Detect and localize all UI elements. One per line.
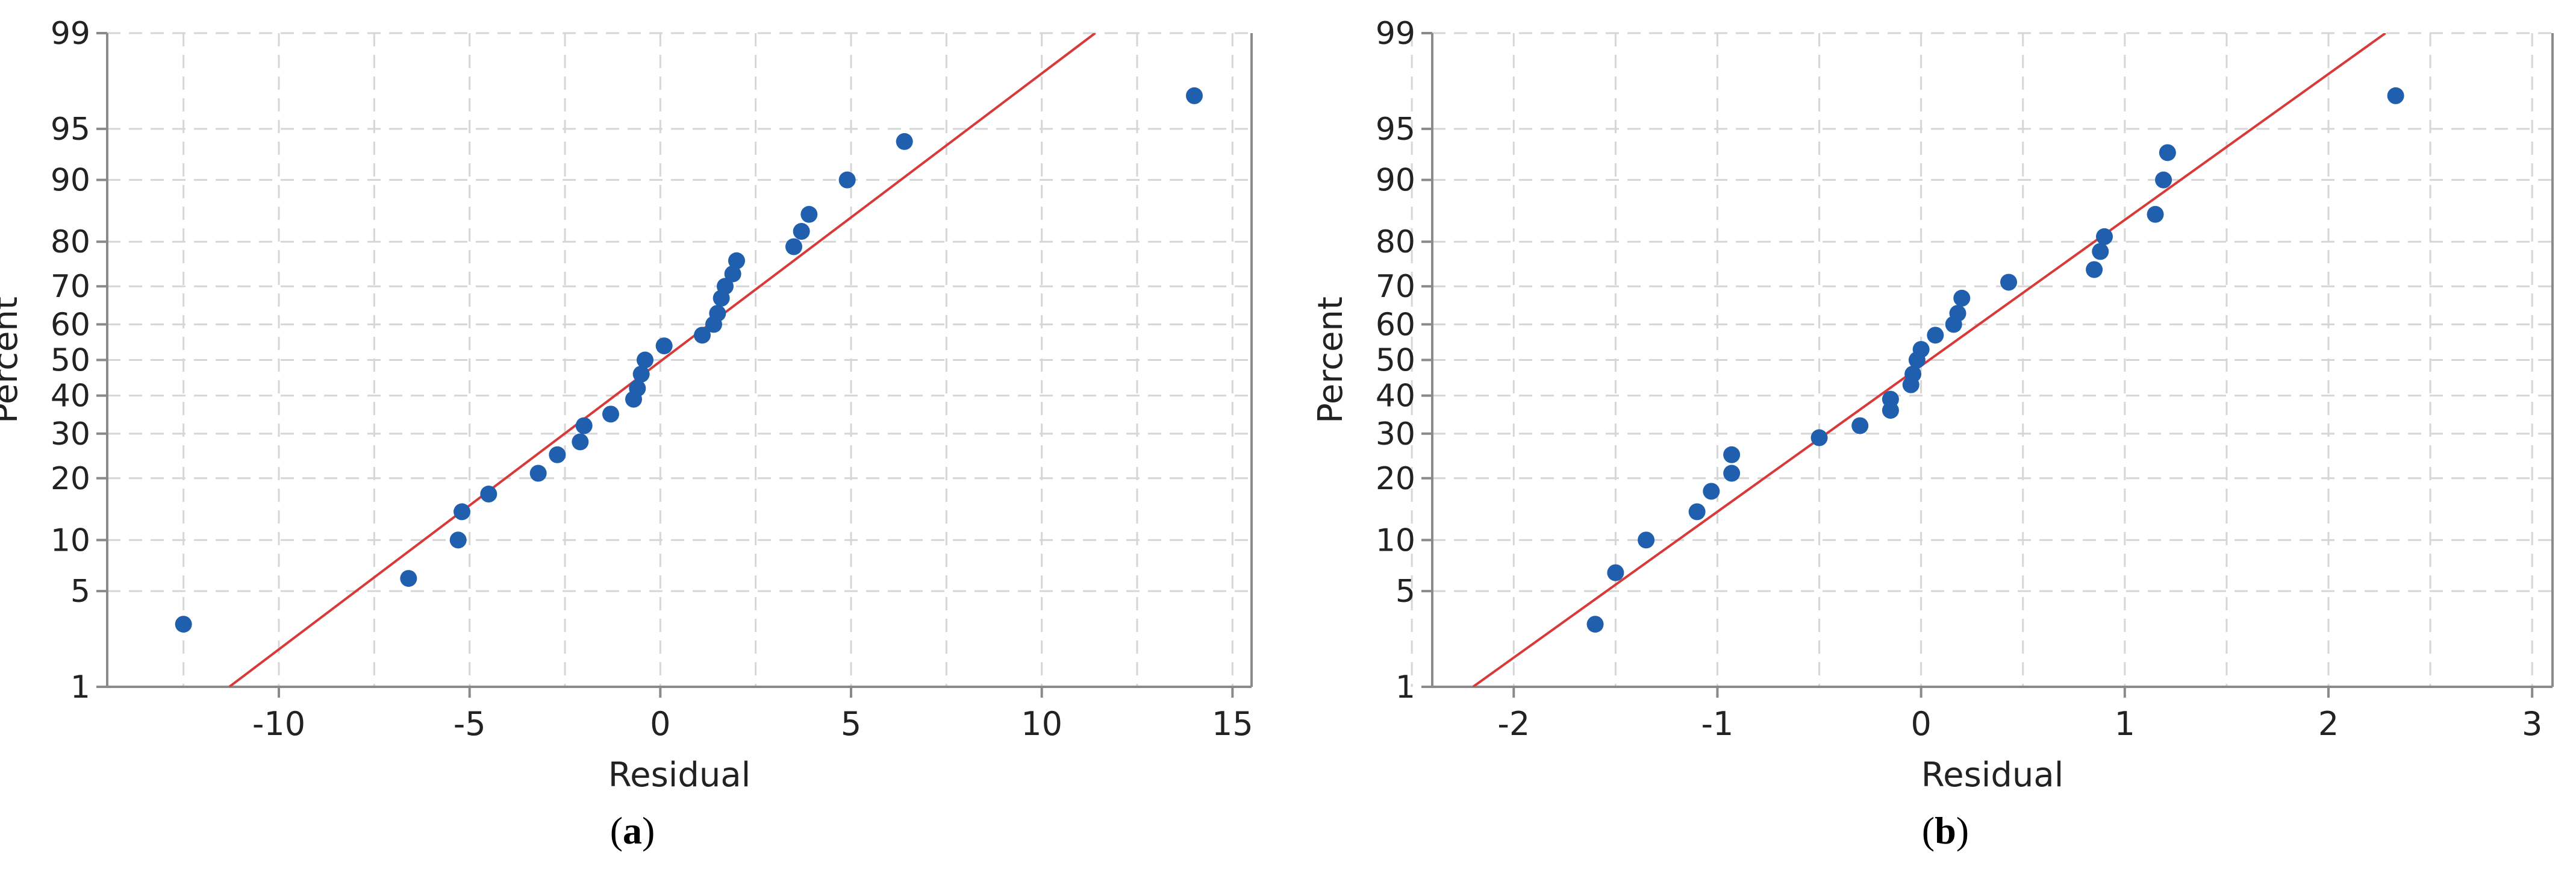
x-tick-label-1: -1 xyxy=(1701,705,1734,743)
data-point xyxy=(800,205,818,223)
data-point xyxy=(1851,417,1869,434)
x-tick-label-5: 3 xyxy=(2522,705,2542,743)
x-tick-label-2: 0 xyxy=(1910,705,1931,743)
caption-a: (a) xyxy=(610,809,655,852)
data-point xyxy=(602,405,619,423)
data-point xyxy=(1927,327,1944,344)
y-tick-label-11: 95 xyxy=(51,111,90,148)
data-point xyxy=(2000,274,2018,291)
y-tick-label-5: 40 xyxy=(1376,378,1415,415)
y-tick-label-2: 10 xyxy=(51,522,90,558)
data-point xyxy=(1953,289,1971,307)
data-point xyxy=(2147,205,2164,223)
data-point xyxy=(1949,305,1966,322)
data-point xyxy=(1810,429,1828,446)
x-axis-title: Residual xyxy=(608,756,751,795)
x-tick-label-3: 5 xyxy=(841,705,861,743)
y-tick-label-6: 50 xyxy=(1376,343,1415,379)
data-point xyxy=(1723,465,1741,482)
data-point xyxy=(1723,446,1741,463)
data-point xyxy=(1912,340,1930,358)
y-tick-label-3: 20 xyxy=(51,461,90,497)
y-tick-label-11: 95 xyxy=(1376,111,1415,148)
y-tick-label-12: 99 xyxy=(1376,16,1415,52)
data-point xyxy=(2096,228,2113,245)
y-tick-label-9: 80 xyxy=(51,224,90,260)
y-axis-title: Percent xyxy=(1311,296,1350,424)
x-axis-title: Residual xyxy=(1921,756,2064,795)
x-tick-label-4: 10 xyxy=(1021,705,1062,743)
data-point xyxy=(400,570,417,587)
data-point xyxy=(454,503,470,521)
x-tick-label-4: 2 xyxy=(2318,705,2339,743)
y-tick-label-8: 70 xyxy=(51,269,90,305)
data-point xyxy=(1688,503,1706,521)
data-point xyxy=(480,486,497,503)
data-point xyxy=(896,133,913,150)
data-point xyxy=(1607,564,1624,581)
data-point xyxy=(1703,483,1720,500)
data-point xyxy=(572,433,589,451)
y-tick-label-12: 99 xyxy=(51,16,90,52)
fit-line xyxy=(1472,33,2386,687)
y-tick-label-1: 5 xyxy=(70,574,90,610)
y-tick-label-4: 30 xyxy=(51,416,90,452)
data-point xyxy=(2387,87,2404,104)
data-point xyxy=(2086,261,2103,278)
data-point xyxy=(1586,616,1604,633)
data-point xyxy=(793,223,810,240)
x-tick-label-5: 15 xyxy=(1212,705,1253,743)
data-point xyxy=(2092,243,2109,260)
y-tick-label-8: 70 xyxy=(1376,269,1415,305)
data-point xyxy=(1882,390,1899,408)
data-point xyxy=(717,278,734,295)
caption-b: (b) xyxy=(1922,809,1969,852)
data-point xyxy=(2159,144,2176,161)
data-point xyxy=(1186,87,1203,104)
data-point xyxy=(529,465,547,482)
y-tick-label-1: 5 xyxy=(1396,574,1415,610)
y-tick-label-2: 10 xyxy=(1376,522,1415,558)
data-point xyxy=(728,252,745,269)
y-tick-label-9: 80 xyxy=(1376,224,1415,260)
y-tick-label-4: 30 xyxy=(1376,416,1415,452)
y-axis-title: Percent xyxy=(0,296,25,424)
data-point xyxy=(838,171,856,189)
data-point xyxy=(632,365,650,383)
y-tick-label-0: 1 xyxy=(70,669,90,705)
x-tick-label-2: 0 xyxy=(650,705,670,743)
x-tick-label-1: -5 xyxy=(454,705,486,743)
y-tick-label-7: 60 xyxy=(51,307,90,343)
y-tick-label-0: 1 xyxy=(1396,669,1415,705)
data-point xyxy=(575,417,593,434)
data-point xyxy=(724,265,741,283)
y-tick-label-10: 90 xyxy=(51,163,90,199)
x-tick-label-3: 1 xyxy=(2115,705,2135,743)
data-point xyxy=(785,238,802,255)
data-point xyxy=(709,305,726,322)
data-point xyxy=(2155,171,2172,189)
data-point xyxy=(637,351,653,369)
caption-b-letter: b xyxy=(1935,809,1956,852)
fit-line xyxy=(228,33,1096,687)
data-point xyxy=(655,337,673,355)
data-point xyxy=(1638,531,1655,549)
chart-panel-a: -10 -5 0 5 10 15151020304050607080909599Resid… xyxy=(0,16,1253,795)
x-tick-label-0: -10 xyxy=(252,705,305,743)
caption-a-letter: a xyxy=(623,809,642,852)
data-point xyxy=(549,446,566,463)
data-point xyxy=(629,380,646,397)
data-point xyxy=(175,616,192,633)
y-tick-label-6: 50 xyxy=(51,343,90,379)
y-tick-label-7: 60 xyxy=(1376,307,1415,343)
data-point xyxy=(1904,365,1922,383)
y-tick-label-3: 20 xyxy=(1376,461,1415,497)
x-tick-label-0: -2 xyxy=(1497,705,1530,743)
y-tick-label-10: 90 xyxy=(1376,163,1415,199)
y-tick-label-5: 40 xyxy=(51,378,90,415)
data-point xyxy=(694,327,711,344)
data-point xyxy=(449,531,467,549)
